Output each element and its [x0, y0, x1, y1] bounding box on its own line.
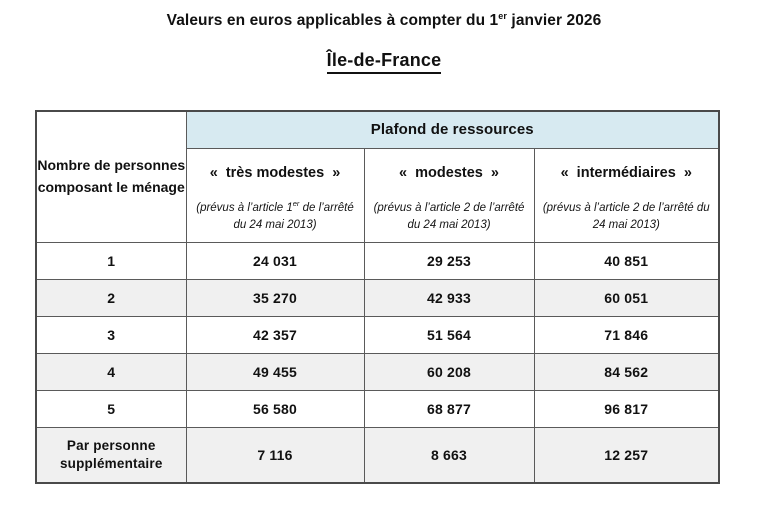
title-superscript: er	[498, 10, 507, 21]
cell-modestes: 29 253	[363, 242, 535, 281]
column-header-intermediaires: « intermédiaires » (prévus à l’article 2…	[533, 148, 720, 244]
region-title-wrap: Île-de-France	[0, 50, 768, 74]
title-text-end: janvier 2026	[507, 12, 602, 29]
column-header-tres-modestes: « très modestes » (prévus à l’article 1e…	[185, 148, 365, 244]
note-text: (prévus à l’article 2 de l’arrêté du 24 …	[373, 202, 525, 231]
household-size-header: Nombre de personnes composant le ménage	[35, 110, 187, 244]
cell-household-size: Par personne supplémentaire	[35, 427, 187, 484]
cell-tres-modestes: 24 031	[185, 242, 365, 281]
cell-intermediaires: 60 051	[533, 279, 720, 318]
column-header-modestes: « modestes » (prévus à l’article 2 de l’…	[363, 148, 535, 244]
resource-ceiling-table: Nombre de personnes composant le ménage …	[35, 109, 721, 484]
table-row-1: 1 24 031 29 253 40 851	[35, 242, 720, 281]
note-superscript: er	[292, 199, 300, 209]
cell-household-size: 2	[35, 279, 187, 318]
document-title: Valeurs en euros applicables à compter d…	[0, 10, 768, 31]
cell-modestes: 51 564	[363, 316, 535, 355]
cell-household-size: 5	[35, 390, 187, 429]
cell-intermediaires: 40 851	[533, 242, 720, 281]
table-header-group-row: Nombre de personnes composant le ménage …	[35, 110, 720, 244]
table-row-5: 5 56 580 68 877 96 817	[35, 390, 720, 429]
note-text: (prévus à l’article 1	[196, 202, 293, 215]
column-header-inner: « très modestes » (prévus à l’article 1e…	[187, 150, 364, 242]
cell-tres-modestes: 35 270	[185, 279, 365, 318]
cell-tres-modestes: 42 357	[185, 316, 365, 355]
cell-household-size: 4	[35, 353, 187, 392]
column-note-intermediaires: (prévus à l’article 2 de l’arrêté du 24 …	[541, 200, 713, 232]
column-label-modestes: « modestes »	[399, 164, 499, 181]
column-header-inner: « modestes » (prévus à l’article 2 de l’…	[365, 150, 534, 242]
cell-tres-modestes: 7 116	[185, 427, 365, 484]
cell-intermediaires: 12 257	[533, 427, 720, 484]
column-label-tres-modestes: « très modestes »	[209, 164, 341, 181]
note-text-end: de l’arrêté du 24 mai 2013)	[233, 202, 354, 231]
column-note-tres-modestes: (prévus à l’article 1er de l’arrêté du 2…	[193, 200, 358, 232]
cell-household-size: 1	[35, 242, 187, 281]
title-text-start: Valeurs en euros applicables à compter d…	[166, 12, 499, 29]
table-row-3: 3 42 357 51 564 71 846	[35, 316, 720, 355]
table-header-subrow: « très modestes » (prévus à l’article 1e…	[36, 148, 720, 244]
cell-modestes: 42 933	[363, 279, 535, 318]
cell-modestes: 60 208	[363, 353, 535, 392]
table-row-2: 2 35 270 42 933 60 051	[35, 279, 720, 318]
cell-intermediaires: 84 562	[533, 353, 720, 392]
cell-tres-modestes: 49 455	[185, 353, 365, 392]
column-header-inner: « intermédiaires » (prévus à l’article 2…	[535, 150, 719, 242]
cell-tres-modestes: 56 580	[185, 390, 365, 429]
cell-modestes: 68 877	[363, 390, 535, 429]
plafond-group-header: Plafond de ressources	[185, 110, 720, 150]
column-label-intermediaires: « intermédiaires »	[560, 164, 692, 181]
cell-intermediaires: 96 817	[533, 390, 720, 429]
region-title: Île-de-France	[326, 50, 442, 74]
column-note-modestes: (prévus à l’article 2 de l’arrêté du 24 …	[371, 200, 528, 232]
cell-modestes: 8 663	[363, 427, 535, 484]
note-text: (prévus à l’article 2 de l’arrêté du 24 …	[542, 202, 710, 231]
table-row-per-additional-person: Par personne supplémentaire 7 116 8 663 …	[35, 427, 720, 484]
cell-household-size: 3	[35, 316, 187, 355]
cell-intermediaires: 71 846	[533, 316, 720, 355]
table-row-4: 4 49 455 60 208 84 562	[35, 353, 720, 392]
